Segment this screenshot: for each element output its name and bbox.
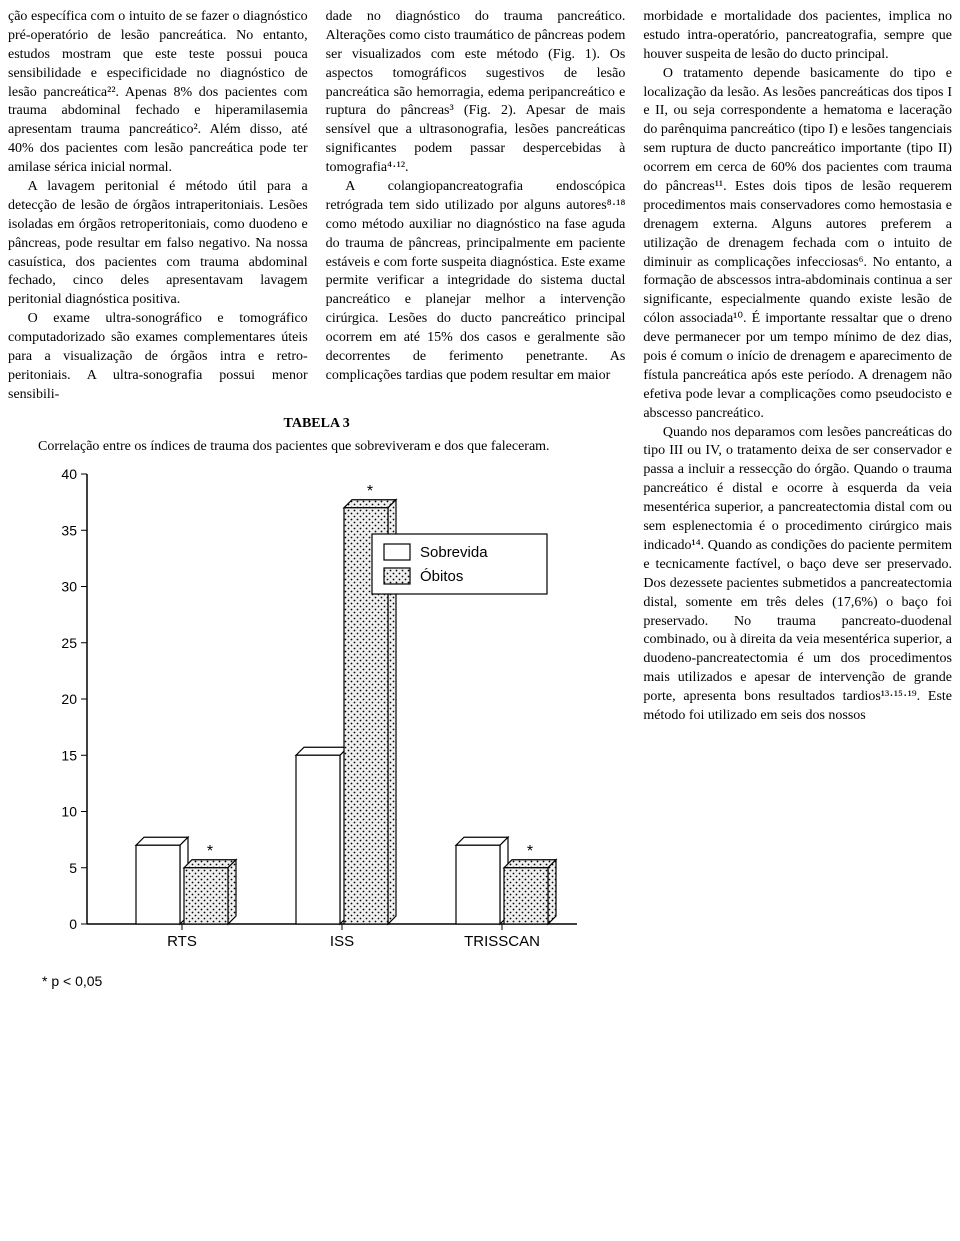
svg-text:*: * — [367, 483, 373, 500]
svg-text:*: * — [207, 843, 213, 860]
col2-para-1: dade no diagnóstico do trauma pancreátic… — [326, 8, 626, 178]
chart-svg: 0 5 10 15 20 25 30 35 40 * RTS * ISS * TRISSCAN Sobrevi… — [32, 464, 602, 994]
svg-text:RTS: RTS — [167, 933, 197, 950]
col1-para-3: O exame ultra-sonográfico e tomográfico … — [8, 310, 308, 404]
svg-text:Sobrevida: Sobrevida — [420, 544, 488, 561]
table-caption: Correlação entre os índices de trauma do… — [38, 438, 595, 457]
svg-text:0: 0 — [69, 916, 77, 932]
svg-text:Óbitos: Óbitos — [420, 568, 463, 585]
table-title: TABELA 3 — [8, 415, 625, 434]
svg-text:25: 25 — [61, 635, 77, 651]
col2-para-2: A colangiopancreatografia endoscópica re… — [326, 178, 626, 386]
left-two-thirds: ção específica com o intuito de se fazer… — [8, 8, 625, 994]
bar-chart: 0 5 10 15 20 25 30 35 40 * RTS * ISS * TRISSCAN Sobrevi… — [8, 464, 625, 994]
svg-text:20: 20 — [61, 691, 77, 707]
svg-text:5: 5 — [69, 860, 77, 876]
col1-para-2: A lavagem peritonial é método útil para … — [8, 178, 308, 310]
column-3: morbidade e mortalidade dos pacientes, i… — [643, 8, 952, 994]
svg-text:* p < 0,05: * p < 0,05 — [42, 973, 103, 989]
top-text-two-cols: ção específica com o intuito de se fazer… — [8, 8, 625, 405]
table-3-block: TABELA 3 Correlação entre os índices de … — [8, 415, 625, 995]
svg-text:30: 30 — [61, 579, 77, 595]
column-1: ção específica com o intuito de se fazer… — [8, 8, 308, 405]
col3-para-1: morbidade e mortalidade dos pacientes, i… — [643, 8, 952, 65]
col3-para-2: O tratamento depende basicamente do tipo… — [643, 65, 952, 424]
svg-text:40: 40 — [61, 466, 77, 482]
page-columns: ção específica com o intuito de se fazer… — [8, 8, 952, 994]
column-2: dade no diagnóstico do trauma pancreátic… — [326, 8, 626, 405]
svg-text:10: 10 — [61, 804, 77, 820]
svg-text:15: 15 — [61, 748, 77, 764]
col3-para-3: Quando nos deparamos com lesões pancreát… — [643, 424, 952, 726]
svg-text:ISS: ISS — [330, 933, 354, 950]
svg-text:*: * — [527, 843, 533, 860]
svg-text:TRISSCAN: TRISSCAN — [464, 933, 540, 950]
col1-para-1: ção específica com o intuito de se fazer… — [8, 8, 308, 178]
svg-text:35: 35 — [61, 523, 77, 539]
